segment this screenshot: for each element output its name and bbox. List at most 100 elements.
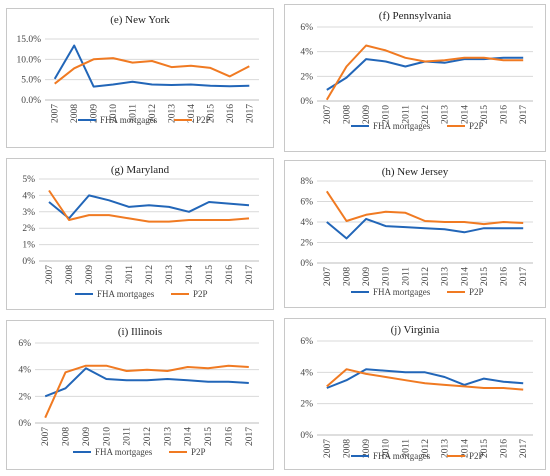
y-tick-label: 4% (18, 366, 31, 376)
x-tick-label: 2015 (480, 439, 490, 458)
x-tick-label: 2013 (441, 439, 451, 458)
chart-maryland: (g) Maryland 0% 1% 2% 3% 4% 5% 2007 2008 2009 2010… (22, 164, 259, 299)
y-tick-label: 2% (300, 239, 313, 249)
series-line-p2p (44, 364, 249, 419)
legend-p2p-label: P2P (191, 447, 206, 457)
y-tick-label: 6% (300, 23, 313, 33)
chart-title: (f) Pennsylvania (379, 10, 452, 22)
y-tick-label: 0% (300, 259, 313, 269)
legend-fha-label: FHA mortgages (373, 451, 431, 461)
panel-maryland: (g) Maryland 0% 1% 2% 3% 4% 5% 2007 2008 2009 2010… (6, 158, 274, 310)
y-tick-label: 5.0% (21, 76, 41, 86)
y-tick-label: 2% (300, 72, 313, 82)
x-tick-label: 2014 (187, 104, 197, 123)
y-tick-label: 4% (300, 218, 313, 228)
x-tick-label: 2007 (323, 439, 333, 458)
x-tick-label: 2013 (165, 265, 175, 284)
x-tick-label: 2015 (204, 427, 214, 446)
y-tick-label: 6% (300, 337, 313, 347)
legend-p2p-label: P2P (469, 451, 484, 461)
x-tick-label: 2009 (82, 427, 92, 446)
x-tick-label: 2010 (382, 267, 392, 286)
x-tick-label: 2013 (441, 267, 451, 286)
x-tick-label: 2016 (500, 267, 510, 286)
x-tick-label: 2009 (362, 439, 372, 458)
chart-virginia: (j) Virginia 0% 2% 4% 6% 2007 2008 2009 2010 2011… (300, 324, 533, 461)
x-tick-label: 2013 (163, 427, 173, 446)
panel-new-york: (e) New York 0.0% 5.0% 10.0% 15.0% 2007 2008 20… (6, 8, 274, 148)
x-tick-label: 2011 (401, 267, 411, 286)
y-tick-label: 0% (22, 257, 35, 267)
series-line-fha (44, 367, 249, 398)
x-tick-label: 2011 (401, 439, 411, 458)
x-tick-label: 2009 (85, 265, 95, 284)
x-tick-label: 2007 (41, 427, 51, 446)
x-tick-label: 2007 (51, 104, 61, 123)
x-tick-label: 2008 (342, 439, 352, 458)
x-tick-label: 2012 (148, 104, 158, 123)
x-tick-label: 2011 (401, 105, 411, 124)
x-tick-label: 2014 (460, 267, 470, 286)
series-line-p2p (325, 44, 524, 101)
y-tick-label: 0.0% (21, 96, 41, 106)
legend-p2p-label: P2P (469, 287, 484, 297)
y-tick-label: 6% (300, 198, 313, 208)
legend-p2p-label: P2P (193, 289, 208, 299)
y-tick-label: 4% (300, 48, 313, 58)
x-tick-label: 2014 (460, 105, 470, 124)
y-tick-label: 0% (300, 431, 313, 441)
x-tick-label: 2009 (362, 105, 372, 124)
chart-new-jersey: (h) New Jersey 0% 2% 4% 6% 8% 2007 2008 2009 2010… (300, 166, 533, 297)
panel-pennsylvania: (f) Pennsylvania 0% 2% 4% 6% 2007 2008 2009 2010… (284, 4, 546, 152)
x-tick-label: 2007 (323, 267, 333, 286)
x-tick-label: 2012 (145, 265, 155, 284)
x-tick-label: 2017 (245, 104, 255, 123)
panel-new-jersey: (h) New Jersey 0% 2% 4% 6% 8% 2007 2008 2009 2010… (284, 160, 546, 308)
x-tick-label: 2011 (123, 427, 133, 446)
chart-illinois: (i) Illinois 0% 2% 4% 6% 2007 2008 2009 2010 2011… (18, 326, 259, 457)
x-tick-label: 2014 (185, 265, 195, 284)
series-line-fha (48, 194, 250, 220)
chart-title: (i) Illinois (118, 326, 162, 338)
y-tick-label: 3% (22, 208, 35, 218)
x-tick-label: 2016 (225, 265, 235, 284)
x-tick-label: 2010 (109, 104, 119, 123)
x-tick-label: 2016 (500, 105, 510, 124)
series-line-p2p (326, 368, 524, 391)
x-tick-label: 2017 (519, 439, 529, 458)
chart-pennsylvania: (f) Pennsylvania 0% 2% 4% 6% 2007 2008 2009 2010… (300, 10, 533, 131)
x-tick-label: 2016 (226, 104, 236, 123)
x-tick-label: 2014 (460, 439, 470, 458)
x-tick-label: 2017 (245, 427, 255, 446)
x-tick-label: 2008 (342, 267, 352, 286)
x-tick-label: 2010 (102, 427, 112, 446)
x-tick-label: 2015 (205, 265, 215, 284)
y-tick-label: 0% (300, 97, 313, 107)
legend-p2p-label: P2P (469, 121, 484, 131)
series-line-fha (326, 56, 524, 91)
x-tick-label: 2012 (421, 267, 431, 286)
x-tick-label: 2007 (323, 105, 333, 124)
y-tick-label: 6% (18, 339, 31, 349)
y-tick-label: 5% (22, 175, 35, 185)
x-tick-label: 2011 (125, 265, 135, 284)
y-tick-label: 2% (22, 224, 35, 234)
chart-title: (j) Virginia (391, 324, 440, 336)
legend-fha-label: FHA mortgages (95, 447, 153, 457)
x-tick-label: 2015 (480, 267, 490, 286)
series-line-fha (53, 44, 250, 88)
x-tick-label: 2010 (382, 439, 392, 458)
x-tick-label: 2008 (62, 427, 72, 446)
y-tick-label: 0% (18, 419, 31, 429)
x-tick-label: 2008 (70, 104, 80, 123)
x-tick-label: 2012 (421, 105, 431, 124)
x-tick-label: 2016 (224, 427, 234, 446)
legend-p2p-label: P2P (196, 115, 211, 125)
series-line-p2p (325, 190, 524, 226)
x-tick-label: 2009 (90, 104, 100, 123)
x-tick-label: 2014 (184, 427, 194, 446)
chart-title: (h) New Jersey (382, 166, 449, 178)
series-line-fha (326, 217, 524, 240)
chart-title: (e) New York (110, 14, 170, 26)
legend-fha-label: FHA mortgages (373, 121, 431, 131)
